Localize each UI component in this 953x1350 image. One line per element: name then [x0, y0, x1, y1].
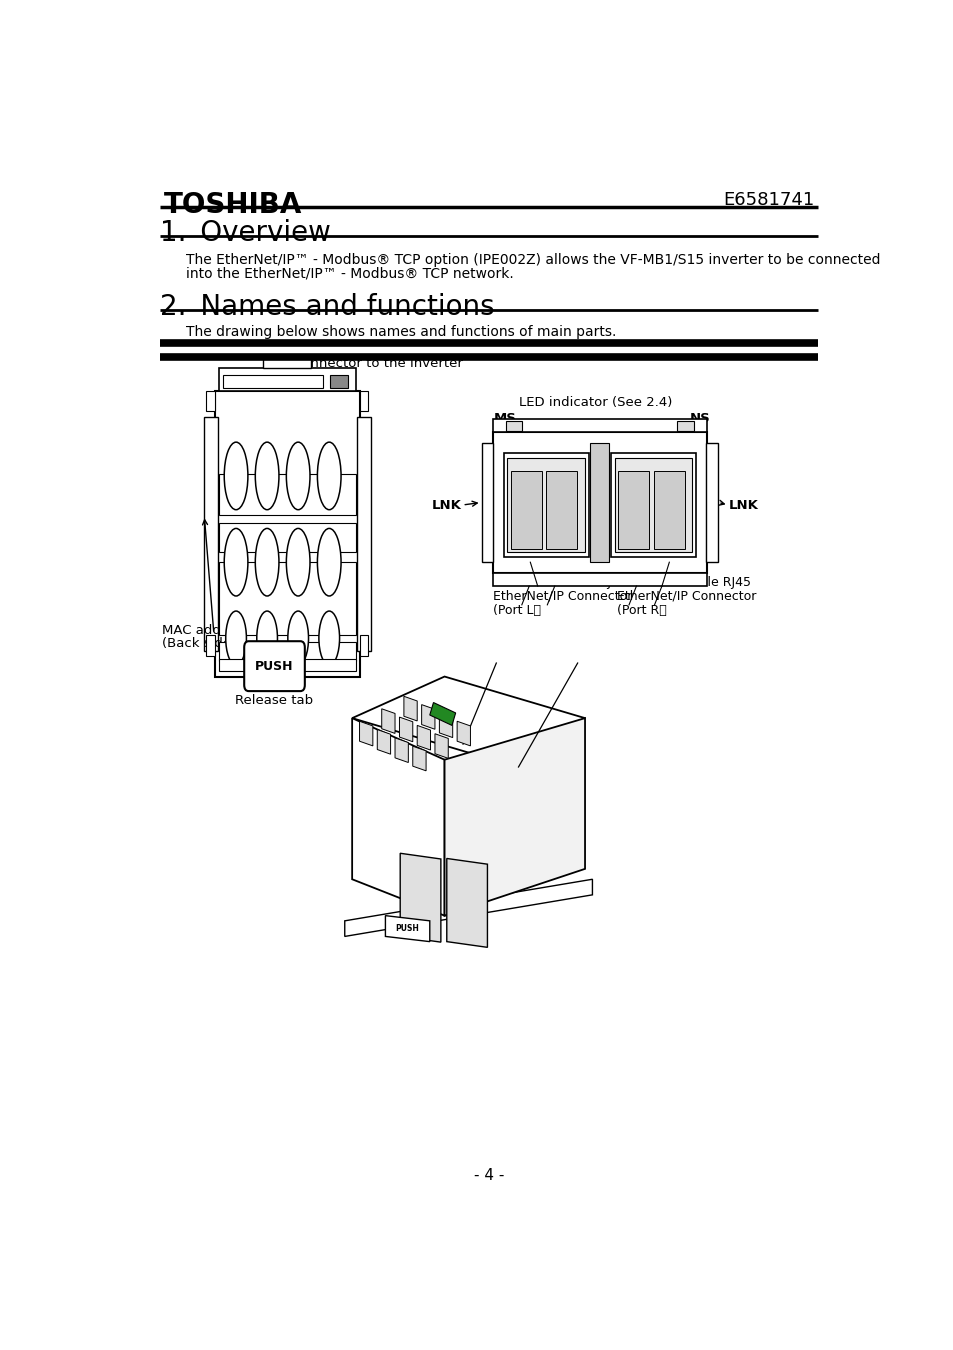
Bar — [492, 432, 706, 572]
Text: LED indicator (See 2.4): LED indicator (See 2.4) — [518, 397, 672, 409]
Ellipse shape — [255, 443, 278, 510]
Polygon shape — [429, 702, 456, 725]
Text: (Port R）: (Port R） — [617, 603, 666, 617]
Ellipse shape — [317, 443, 341, 510]
Text: EtherNet/IP Connector: EtherNet/IP Connector — [493, 589, 632, 602]
Bar — [219, 474, 355, 516]
Polygon shape — [395, 738, 408, 763]
Text: NS: NS — [689, 412, 710, 425]
Text: 1. Overview: 1. Overview — [160, 219, 331, 247]
Text: Shielded female RJ45: Shielded female RJ45 — [617, 575, 750, 589]
Ellipse shape — [286, 443, 310, 510]
Ellipse shape — [286, 528, 310, 595]
Bar — [219, 643, 355, 662]
Bar — [215, 390, 359, 676]
Bar — [507, 458, 584, 552]
Ellipse shape — [256, 612, 277, 666]
Polygon shape — [456, 721, 470, 747]
Polygon shape — [352, 676, 584, 760]
Polygon shape — [352, 718, 444, 915]
Bar — [357, 417, 371, 651]
Ellipse shape — [255, 528, 278, 595]
Bar — [505, 421, 521, 431]
Polygon shape — [446, 859, 487, 948]
Polygon shape — [444, 718, 584, 915]
Bar — [206, 390, 215, 412]
Polygon shape — [439, 713, 453, 737]
Bar — [481, 443, 493, 562]
Bar — [206, 634, 215, 656]
Text: The EtherNet/IP™ - Modbus® TCP option (IPE002Z) allows the VF-MB1/S15 inverter t: The EtherNet/IP™ - Modbus® TCP option (I… — [186, 254, 880, 267]
Bar — [511, 471, 541, 548]
Bar — [492, 572, 706, 586]
Bar — [204, 417, 217, 651]
Bar — [546, 471, 577, 548]
Polygon shape — [399, 717, 413, 741]
Text: EtherNet/IP Connector: EtherNet/IP Connector — [617, 589, 756, 602]
Text: The drawing below shows names and functions of main parts.: The drawing below shows names and functi… — [186, 325, 616, 339]
Bar — [503, 454, 588, 558]
Text: Connector to the inverter: Connector to the inverter — [293, 356, 462, 370]
Bar — [219, 522, 355, 552]
Bar — [263, 358, 311, 367]
Bar — [492, 418, 706, 432]
FancyBboxPatch shape — [244, 641, 305, 691]
Polygon shape — [416, 725, 430, 751]
Polygon shape — [435, 734, 448, 759]
Ellipse shape — [224, 528, 248, 595]
Polygon shape — [413, 747, 426, 771]
Bar — [705, 443, 718, 562]
Text: PUSH: PUSH — [255, 660, 294, 672]
Bar — [330, 375, 348, 387]
Ellipse shape — [288, 612, 308, 666]
Text: Release tab: Release tab — [235, 694, 314, 707]
Bar — [653, 471, 684, 548]
Text: MAC address Label: MAC address Label — [162, 624, 288, 637]
Bar — [590, 443, 609, 562]
Ellipse shape — [317, 528, 341, 595]
Bar — [219, 562, 355, 634]
Ellipse shape — [226, 612, 246, 666]
Bar — [618, 471, 649, 548]
Polygon shape — [344, 879, 592, 937]
Text: into the EtherNet/IP™ - Modbus® TCP network.: into the EtherNet/IP™ - Modbus® TCP netw… — [186, 267, 513, 281]
Polygon shape — [385, 915, 429, 942]
Text: - 4 -: - 4 - — [474, 1168, 503, 1183]
Polygon shape — [421, 705, 435, 729]
Polygon shape — [403, 697, 416, 721]
Bar — [219, 659, 355, 671]
Bar — [222, 375, 322, 387]
Polygon shape — [376, 729, 390, 755]
Text: E6581741: E6581741 — [722, 192, 813, 209]
Polygon shape — [381, 709, 395, 733]
Bar — [614, 458, 692, 552]
Text: 2. Names and functions: 2. Names and functions — [160, 293, 494, 321]
Bar — [359, 390, 368, 412]
Text: Shielded female RJ45: Shielded female RJ45 — [493, 575, 627, 589]
Polygon shape — [359, 721, 373, 747]
Polygon shape — [400, 853, 440, 942]
Ellipse shape — [318, 612, 339, 666]
Bar — [219, 367, 355, 390]
Text: PUSH: PUSH — [395, 923, 419, 933]
Bar — [359, 634, 368, 656]
Bar — [677, 421, 693, 431]
Text: (Port L）: (Port L） — [493, 603, 540, 617]
Text: LNK: LNK — [432, 498, 461, 512]
Bar — [610, 454, 695, 558]
Text: MS: MS — [494, 412, 517, 425]
Text: (Back side): (Back side) — [162, 637, 236, 651]
Text: TOSHIBA: TOSHIBA — [164, 192, 302, 219]
Text: LNK: LNK — [728, 498, 759, 512]
Ellipse shape — [224, 443, 248, 510]
